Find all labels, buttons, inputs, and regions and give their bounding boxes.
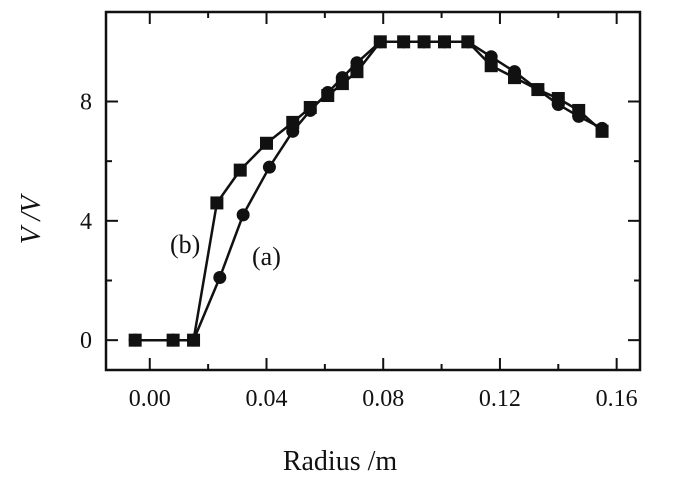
point-b bbox=[166, 333, 180, 347]
y-tick-label: 4 bbox=[80, 209, 92, 235]
x-tick-label: 0.16 bbox=[596, 386, 638, 412]
y-tick-label: 0 bbox=[80, 328, 92, 354]
series-line-b bbox=[135, 40, 603, 342]
point-b bbox=[572, 103, 586, 117]
point-b bbox=[187, 333, 201, 347]
series-lines bbox=[135, 40, 603, 342]
tick-labels: 0.00 0.04 0.08 0.12 0.16 0 4 8 bbox=[80, 90, 638, 413]
point-b bbox=[233, 163, 247, 177]
point-a bbox=[262, 160, 276, 174]
point-a bbox=[236, 208, 250, 222]
x-tick-label: 0.04 bbox=[245, 386, 287, 412]
series-line-a bbox=[135, 40, 603, 342]
point-b bbox=[321, 89, 335, 103]
point-b bbox=[461, 35, 475, 49]
point-b bbox=[531, 83, 545, 97]
point-b bbox=[303, 100, 317, 114]
point-b bbox=[373, 35, 387, 49]
point-b bbox=[210, 196, 224, 210]
point-b bbox=[286, 115, 300, 129]
point-b bbox=[484, 59, 498, 73]
series-markers bbox=[128, 35, 609, 347]
point-b bbox=[259, 136, 273, 150]
annotation-a: (a) bbox=[252, 242, 281, 271]
x-tick-label: 0.12 bbox=[479, 386, 521, 412]
ticks bbox=[106, 12, 640, 370]
point-b bbox=[417, 35, 431, 49]
point-b bbox=[551, 92, 565, 106]
point-b bbox=[335, 77, 349, 91]
y-tick-label: 8 bbox=[80, 90, 92, 116]
point-a bbox=[213, 271, 227, 285]
x-tick-label: 0.08 bbox=[362, 386, 404, 412]
point-b bbox=[595, 124, 609, 138]
plot-frame bbox=[104, 10, 642, 372]
x-tick-label: 0.00 bbox=[129, 386, 171, 412]
point-b bbox=[437, 35, 451, 49]
point-b bbox=[397, 35, 411, 49]
x-axis-label: Radius /m bbox=[283, 446, 398, 477]
annotation-b: (b) bbox=[170, 230, 200, 259]
point-b bbox=[508, 71, 522, 85]
point-b bbox=[350, 65, 364, 79]
point-b bbox=[128, 333, 142, 347]
y-axis-label: V /V bbox=[16, 193, 47, 244]
